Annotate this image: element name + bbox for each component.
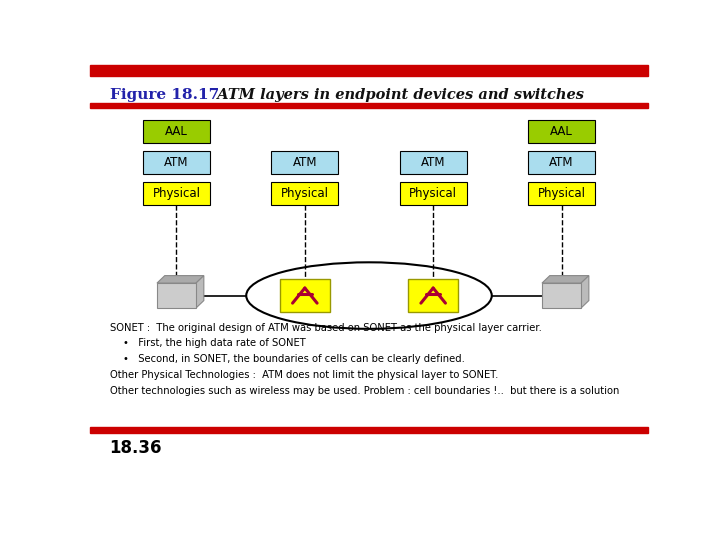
FancyBboxPatch shape	[528, 151, 595, 174]
Polygon shape	[542, 275, 589, 283]
Text: Figure 18.17: Figure 18.17	[109, 87, 219, 102]
Text: Physical: Physical	[409, 187, 457, 200]
FancyBboxPatch shape	[280, 279, 330, 312]
FancyBboxPatch shape	[408, 279, 458, 312]
Text: •   First, the high data rate of SONET: • First, the high data rate of SONET	[124, 339, 306, 348]
FancyBboxPatch shape	[528, 120, 595, 143]
Bar	[90, 103, 648, 109]
Text: ATM layers in endpoint devices and switches: ATM layers in endpoint devices and switc…	[207, 87, 584, 102]
Polygon shape	[196, 275, 204, 308]
FancyBboxPatch shape	[143, 151, 210, 174]
FancyBboxPatch shape	[528, 183, 595, 205]
Text: ATM: ATM	[292, 156, 317, 169]
FancyBboxPatch shape	[143, 120, 210, 143]
Text: Physical: Physical	[538, 187, 585, 200]
Polygon shape	[581, 275, 589, 308]
Text: Other Physical Technologies :  ATM does not limit the physical layer to SONET.: Other Physical Technologies : ATM does n…	[109, 370, 498, 380]
FancyBboxPatch shape	[400, 151, 467, 174]
Text: ATM: ATM	[164, 156, 189, 169]
FancyBboxPatch shape	[271, 183, 338, 205]
Ellipse shape	[246, 262, 492, 329]
FancyBboxPatch shape	[542, 283, 581, 308]
Polygon shape	[157, 275, 204, 283]
Text: Physical: Physical	[281, 187, 329, 200]
Text: 18.36: 18.36	[109, 439, 162, 457]
FancyBboxPatch shape	[400, 183, 467, 205]
Text: Physical: Physical	[153, 187, 200, 200]
Text: Other technologies such as wireless may be used. Problem : cell boundaries !..  : Other technologies such as wireless may …	[109, 386, 619, 396]
FancyBboxPatch shape	[271, 151, 338, 174]
Text: AAL: AAL	[550, 125, 573, 138]
FancyBboxPatch shape	[143, 183, 210, 205]
Text: SONET :  The original design of ATM was based on SONET as the physical layer car: SONET : The original design of ATM was b…	[109, 322, 541, 333]
Bar	[90, 427, 648, 433]
Text: ATM: ATM	[549, 156, 574, 169]
Text: ATM: ATM	[421, 156, 446, 169]
FancyBboxPatch shape	[157, 283, 196, 308]
Text: •   Second, in SONET, the boundaries of cells can be clearly defined.: • Second, in SONET, the boundaries of ce…	[124, 354, 465, 364]
Text: AAL: AAL	[165, 125, 188, 138]
Bar	[90, 65, 648, 77]
